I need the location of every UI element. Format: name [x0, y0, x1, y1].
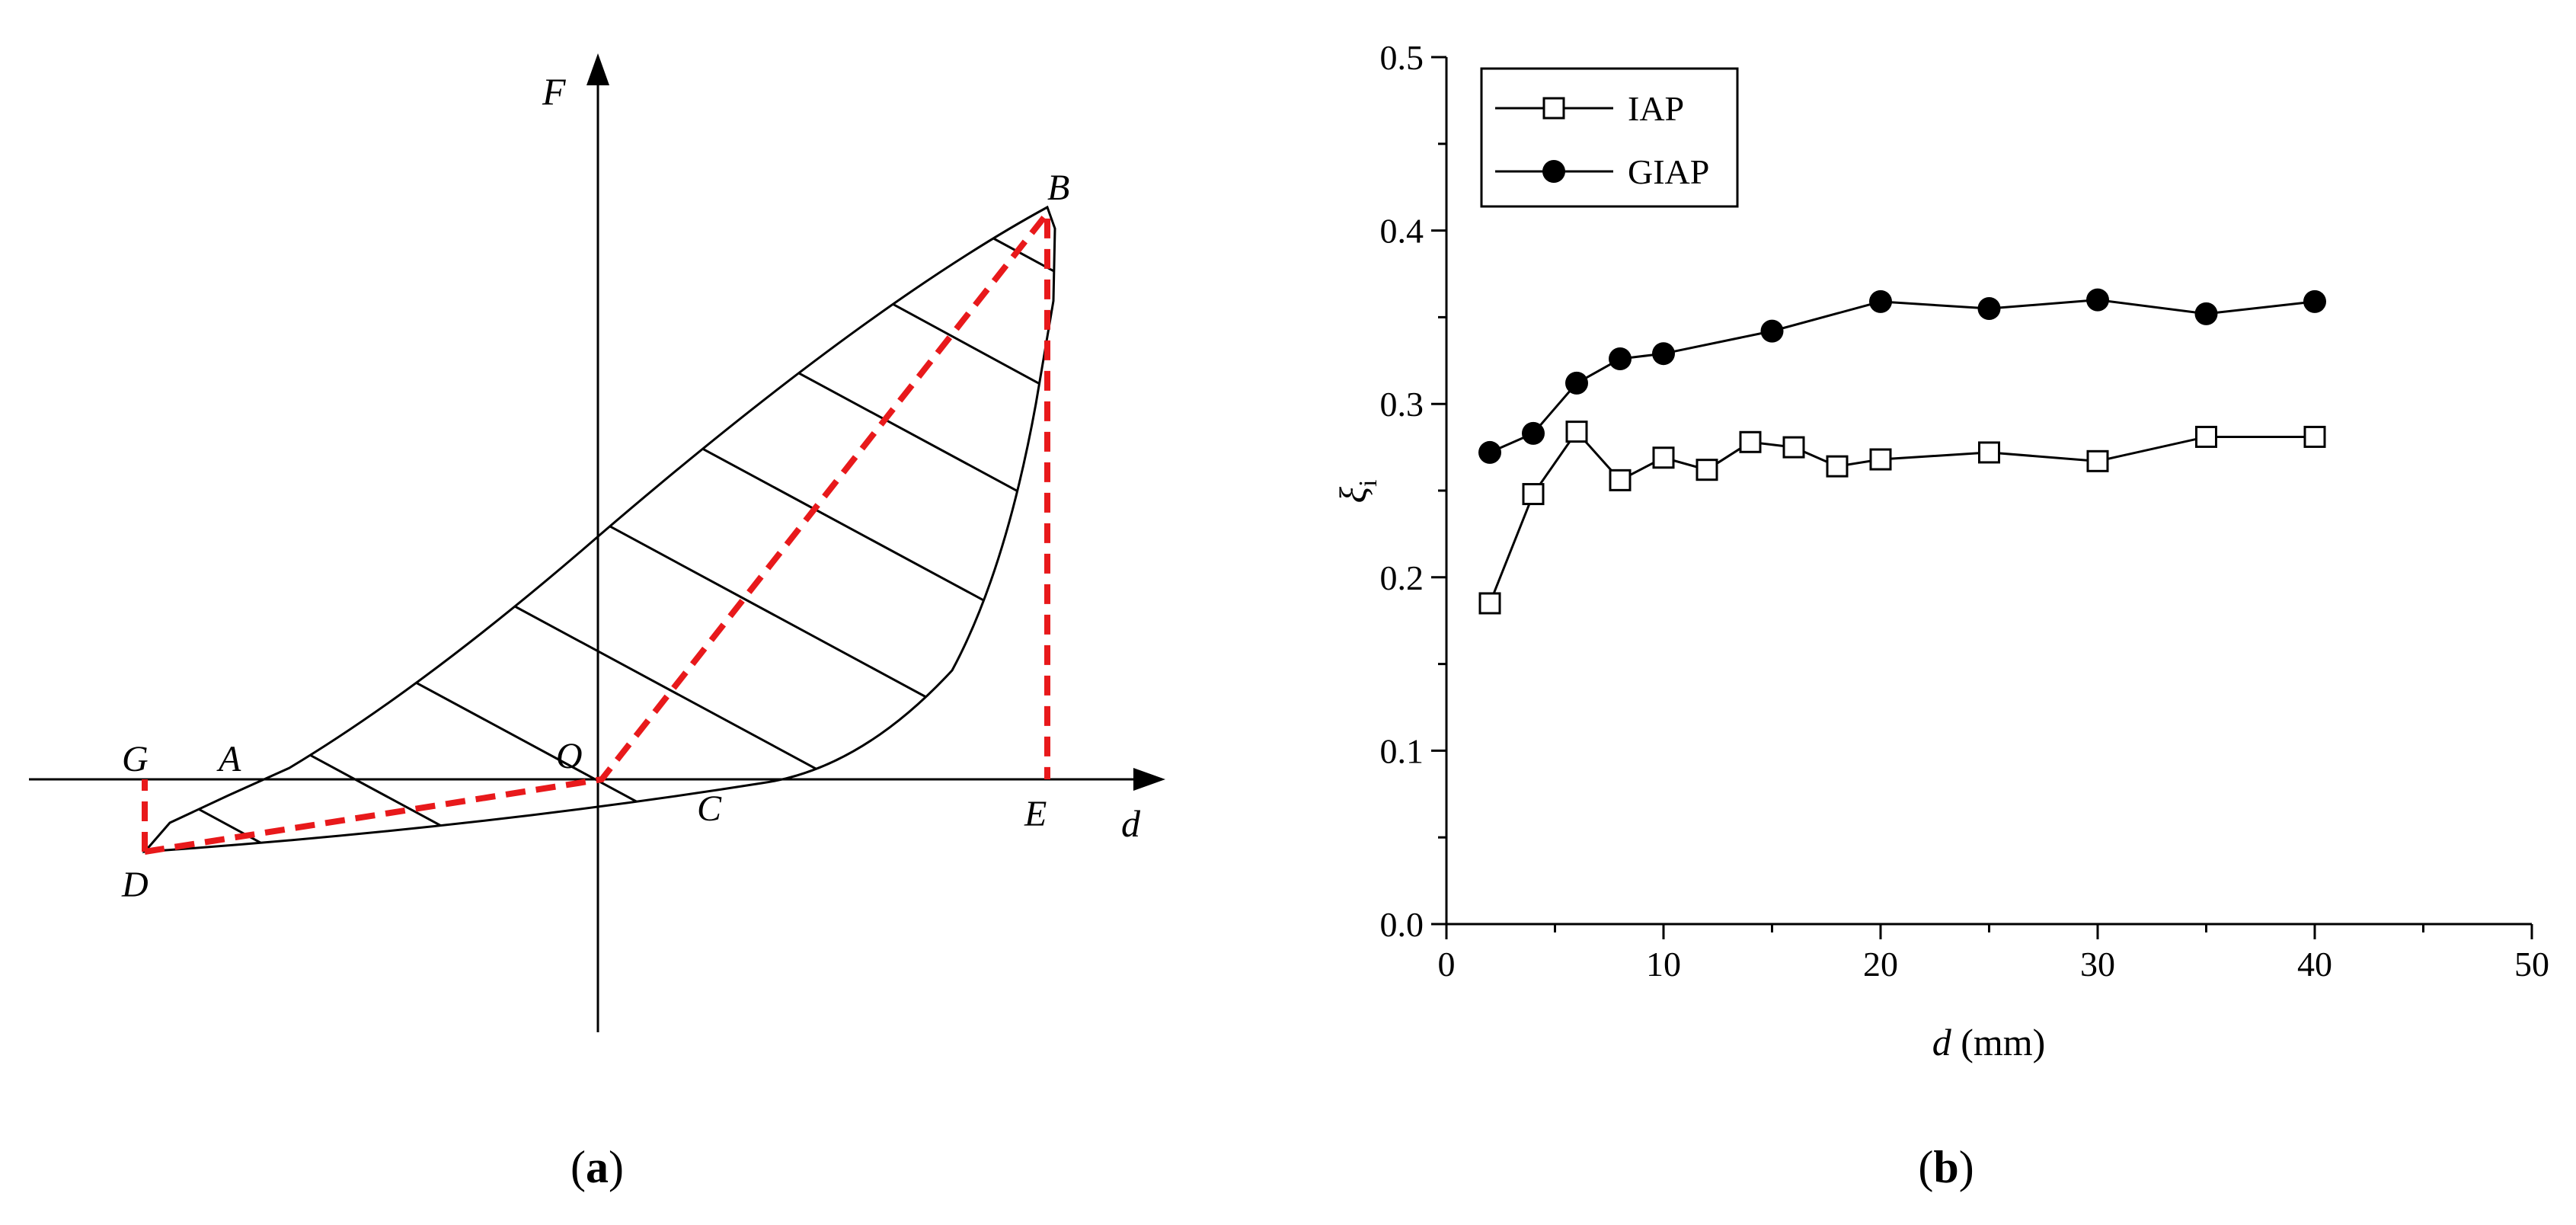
- x-tick-label: 40: [2297, 945, 2332, 984]
- point-label-e: E: [1024, 794, 1047, 834]
- iap-point: [1652, 446, 1675, 469]
- iap-point: [2086, 449, 2109, 472]
- d-axis-label: d: [1121, 802, 1141, 845]
- iap-point: [1826, 455, 1849, 478]
- f-axis-label: F: [542, 70, 566, 113]
- panel-a-caption: (a): [570, 1142, 624, 1192]
- legend-label-giap: GIAP: [1628, 152, 1709, 191]
- point-label-c: C: [697, 788, 722, 829]
- x-tick-label: 0: [1438, 945, 1456, 984]
- iap-point: [1695, 459, 1718, 481]
- giap-point: [1760, 319, 1784, 343]
- giap-point: [2303, 289, 2326, 313]
- y-tick-label: 0.3: [1380, 385, 1424, 424]
- iap-line: [1488, 430, 2315, 604]
- iap-point: [1869, 448, 1892, 471]
- iap-point: [1565, 421, 1588, 443]
- panel-a: F d G A O C E B D (a): [29, 53, 1165, 1192]
- iap-point: [2303, 425, 2326, 448]
- iap-point: [1739, 430, 1762, 453]
- x-tick-label: 20: [1863, 945, 1898, 984]
- giap-point: [1869, 289, 1892, 313]
- y-tick-label: 0.1: [1380, 731, 1424, 770]
- f-axis-arrowhead: [586, 53, 609, 85]
- x-tick-label: 10: [1646, 945, 1681, 984]
- y-tick-label: 0.2: [1380, 558, 1424, 597]
- legend: IAP GIAP: [1480, 67, 1739, 208]
- iap-point: [1478, 592, 1501, 615]
- giap-point: [1522, 421, 1545, 445]
- x-tick-label: 30: [2080, 945, 2115, 984]
- x-tick-label: 50: [2514, 945, 2549, 984]
- giap-point: [2086, 288, 2109, 312]
- iap-point: [1978, 441, 2000, 464]
- legend-marker-iap: [1542, 97, 1565, 120]
- y-axis-title: ξi: [1331, 480, 1382, 504]
- y-ticks: 0.0 0.1 0.2 0.3 0.4 0.5: [1380, 38, 1446, 944]
- giap-point: [1478, 440, 1501, 464]
- giap-point: [1977, 297, 2001, 321]
- giap-point: [1609, 347, 1632, 371]
- giap-point: [2194, 302, 2218, 325]
- panel-b-caption: (b): [1918, 1142, 1974, 1192]
- panel-b: 0 10 20 30 40 50 0.00.10.20.30.40.5 IAP GIAP …: [1331, 38, 2549, 1192]
- dashed-construction-lines: [142, 204, 1050, 855]
- hysteresis-loop: [142, 205, 1056, 853]
- point-label-g: G: [122, 739, 149, 779]
- y-tick-label: 0.5: [1380, 38, 1424, 77]
- legend-box: [1480, 67, 1739, 208]
- x-axis-title: d (mm): [1932, 1021, 2046, 1063]
- y-tick-label: 0.4: [1380, 212, 1424, 251]
- giap-point: [1652, 342, 1675, 366]
- legend-marker-giap: [1542, 160, 1565, 183]
- point-label-d: D: [121, 865, 149, 905]
- legend-label-iap: IAP: [1628, 89, 1684, 128]
- d-axis-arrowhead: [1133, 768, 1165, 791]
- y-tick-label: 0.0: [1380, 905, 1424, 944]
- iap-point: [1522, 483, 1545, 506]
- series-iap: [1478, 421, 2326, 615]
- x-ticks: 0 10 20 30 40 50: [1438, 924, 2549, 984]
- point-label-a: A: [216, 739, 241, 779]
- giap-line: [1489, 299, 2316, 454]
- series-giap: [1478, 288, 2326, 464]
- iap-point: [2195, 425, 2217, 448]
- point-label-b: B: [1047, 168, 1069, 208]
- point-label-o: O: [556, 736, 583, 776]
- iap-point: [1609, 469, 1632, 491]
- giap-point: [1565, 371, 1588, 395]
- iap-point: [1782, 436, 1805, 459]
